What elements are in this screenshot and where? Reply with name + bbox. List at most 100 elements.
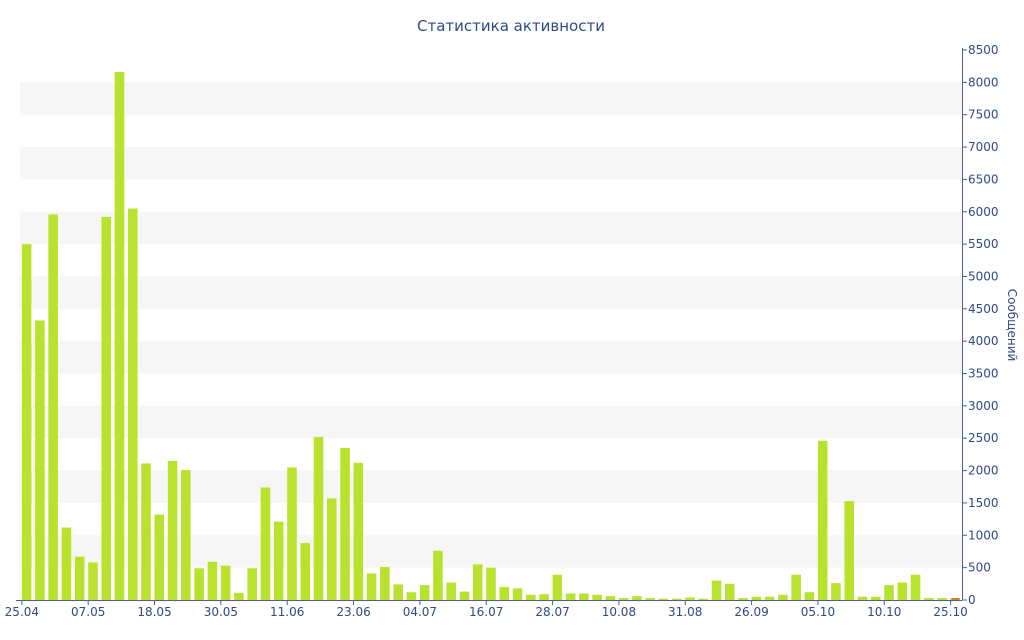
bar — [632, 596, 642, 600]
x-tick-label: 28.07 — [535, 605, 569, 619]
grid-bands — [20, 82, 962, 568]
grid-band — [20, 405, 962, 439]
bar — [897, 582, 908, 600]
y-tick-label: 8500 — [968, 43, 999, 57]
x-tick-label: 23.06 — [336, 605, 370, 619]
x-tick-label: 25.04 — [5, 605, 39, 619]
bar — [21, 244, 32, 600]
bar — [658, 598, 669, 600]
bar — [605, 596, 616, 600]
y-tick-label: 500 — [968, 561, 991, 575]
x-tick-label: 18.05 — [137, 605, 171, 619]
bar — [287, 467, 297, 600]
y-tick-label: 6000 — [968, 205, 999, 219]
y-tick-label: 3500 — [968, 367, 999, 381]
bar — [526, 594, 536, 600]
y-tick-label: 4500 — [968, 302, 999, 316]
bar — [618, 598, 629, 600]
bar — [857, 596, 868, 600]
bar — [472, 564, 483, 600]
bar — [645, 598, 655, 600]
bar — [579, 593, 589, 600]
y-tick-label: 1000 — [968, 528, 999, 542]
bar — [884, 585, 894, 600]
bar — [35, 320, 45, 600]
x-tick-label: 30.05 — [204, 605, 238, 619]
y-tick-label: 1500 — [968, 496, 999, 510]
y-tick-label: 7500 — [968, 108, 999, 122]
bar — [512, 588, 523, 600]
x-tick-label: 10.10 — [867, 605, 901, 619]
bar — [340, 447, 350, 600]
bar — [114, 72, 125, 600]
bar — [539, 594, 549, 600]
bar — [552, 574, 563, 600]
y-tick-label: 6500 — [968, 172, 999, 186]
bar — [870, 596, 881, 600]
x-tick-label: 05.10 — [801, 605, 835, 619]
bar — [817, 440, 828, 600]
y-tick-label: 3000 — [968, 399, 999, 413]
x-tick-label: 10.08 — [602, 605, 636, 619]
bar — [101, 216, 112, 600]
x-tick-label: 31.08 — [668, 605, 702, 619]
bar — [738, 598, 748, 600]
y-axis-label: Сообщений — [1005, 289, 1019, 362]
bar — [194, 568, 204, 600]
bar — [910, 574, 921, 600]
x-tick-label: 07.05 — [71, 605, 105, 619]
bar — [565, 593, 576, 600]
bar — [711, 580, 722, 600]
bar — [671, 598, 682, 600]
bar — [791, 574, 801, 600]
bar — [167, 460, 178, 600]
bar — [247, 568, 257, 600]
bar — [698, 598, 709, 600]
bar — [486, 567, 496, 600]
bar — [141, 463, 151, 600]
bar — [154, 514, 165, 600]
bar — [353, 462, 364, 600]
y-tick-label: 7000 — [968, 140, 999, 154]
bar — [128, 208, 138, 600]
bar — [844, 501, 854, 600]
bar — [366, 573, 377, 600]
bar — [433, 550, 443, 600]
bar — [725, 583, 735, 600]
bar — [48, 214, 58, 600]
bar — [393, 584, 403, 600]
bar — [74, 556, 85, 600]
axes: 0 500 1000 1500 2000 2500 3000 3500 4000 4500 5000… — [5, 43, 999, 619]
bar — [313, 436, 324, 600]
bar — [234, 592, 244, 600]
grid-band — [20, 211, 962, 245]
x-tick-label: 11.06 — [270, 605, 304, 619]
x-tick-label: 04.07 — [403, 605, 437, 619]
bar — [937, 598, 947, 600]
bar — [88, 562, 98, 600]
y-tick-label: 0 — [968, 593, 976, 607]
grid-band — [20, 341, 962, 374]
bar — [419, 585, 430, 600]
grid-band — [20, 82, 962, 115]
y-tick-label: 5000 — [968, 269, 999, 283]
bar — [327, 498, 337, 600]
y-tick-label: 8000 — [968, 75, 999, 89]
bar — [831, 583, 841, 600]
x-tick-label: 16.07 — [469, 605, 503, 619]
latest-marker — [951, 598, 960, 600]
bar — [380, 567, 390, 600]
y-tick-label: 4000 — [968, 334, 999, 348]
bar — [751, 596, 762, 600]
bar — [220, 565, 231, 600]
bar — [499, 587, 510, 600]
x-tick-label: 25.10 — [933, 605, 967, 619]
chart-title: Статистика активности — [417, 17, 605, 35]
x-tick-label: 26.09 — [734, 605, 768, 619]
bar — [446, 582, 456, 600]
bar — [804, 592, 815, 600]
bar — [406, 592, 417, 600]
grid-band — [20, 276, 962, 309]
y-tick-label: 2500 — [968, 431, 999, 445]
